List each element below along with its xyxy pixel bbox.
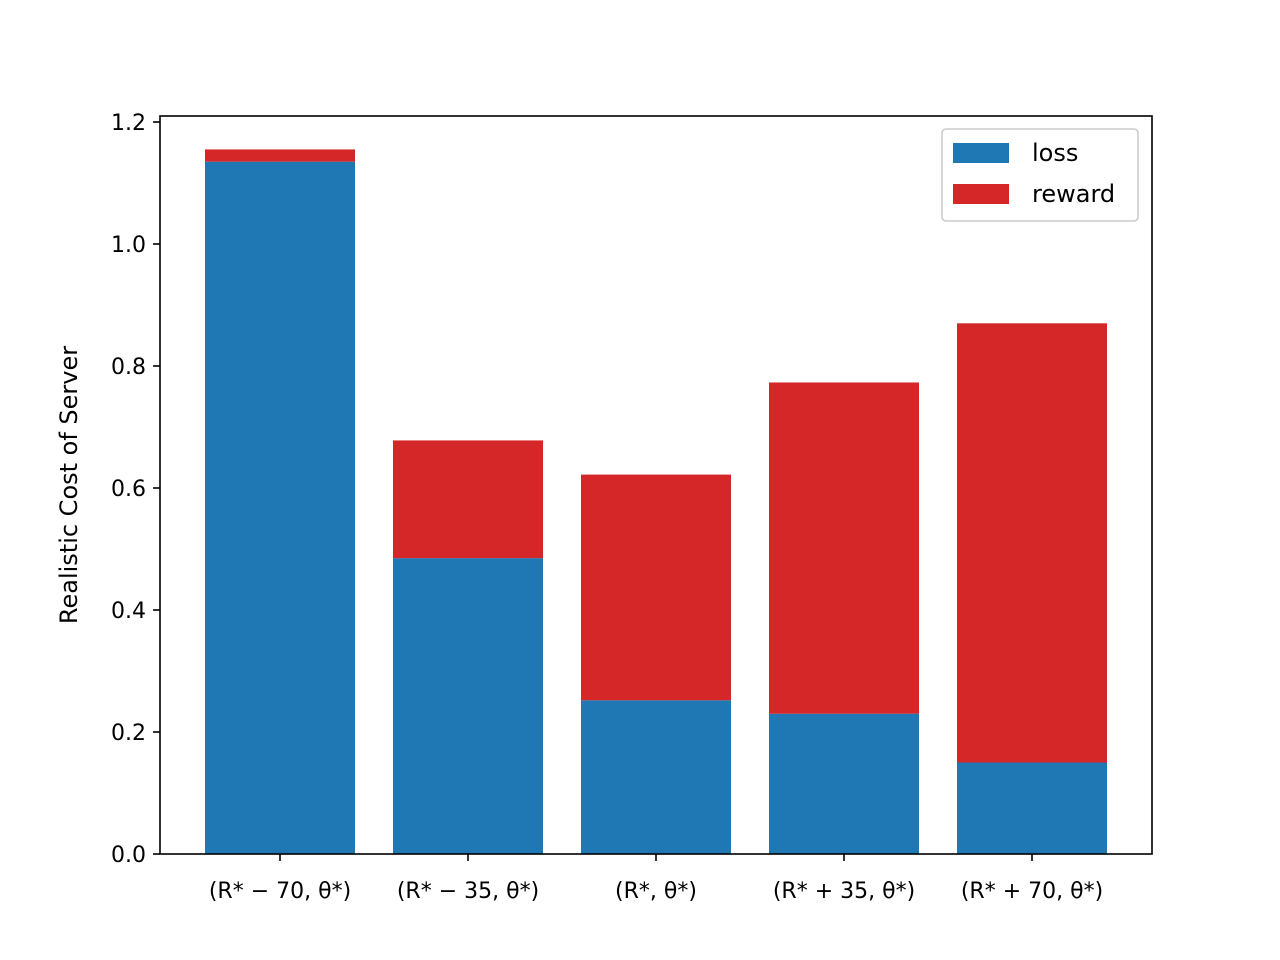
bar-reward-1 xyxy=(393,440,543,559)
x-tick-label-1: (R* − 35, θ*) xyxy=(397,879,539,904)
y-tick-label-4: 0.8 xyxy=(111,355,146,380)
bar-loss-4 xyxy=(957,762,1107,854)
legend: loss reward xyxy=(941,128,1139,222)
x-tick-label-3: (R* + 35, θ*) xyxy=(773,879,915,904)
bar-reward-3 xyxy=(769,382,919,714)
legend-label-loss: loss xyxy=(1032,139,1078,167)
y-tick-label-2: 0.4 xyxy=(111,599,146,624)
bar-reward-0 xyxy=(205,149,355,162)
y-axis-label: Realistic Cost of Server xyxy=(55,346,83,624)
legend-label-reward: reward xyxy=(1032,180,1115,208)
bar-loss-2 xyxy=(581,700,731,854)
y-tick-label-0: 0.0 xyxy=(111,843,146,868)
y-tick-label-6: 1.2 xyxy=(111,111,146,136)
bars-layer xyxy=(205,149,1107,854)
bar-reward-2 xyxy=(581,474,731,701)
legend-swatch-loss xyxy=(953,143,1009,163)
x-tick-label-2: (R*, θ*) xyxy=(615,879,697,904)
legend-swatch-reward xyxy=(953,184,1009,204)
bar-loss-3 xyxy=(769,713,919,854)
y-tick-label-3: 0.6 xyxy=(111,477,146,502)
y-tick-label-1: 0.2 xyxy=(111,721,146,746)
ticks-layer: 0.0 0.2 0.4 0.6 0.8 1.0 1.2 (R* − 70, θ*) (R* − … xyxy=(111,111,1103,904)
x-tick-label-0: (R* − 70, θ*) xyxy=(209,879,351,904)
y-tick-label-5: 1.0 xyxy=(111,233,146,258)
x-tick-label-4: (R* + 70, θ*) xyxy=(961,879,1103,904)
bar-reward-4 xyxy=(957,323,1107,763)
bar-loss-1 xyxy=(393,558,543,854)
bar-loss-0 xyxy=(205,161,355,854)
